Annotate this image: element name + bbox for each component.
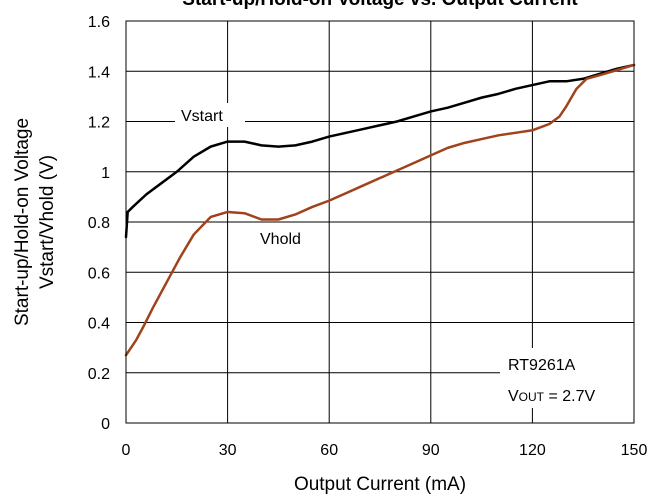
y-tick-label: 1.4 bbox=[88, 64, 110, 81]
x-tick-labels: 0 30 60 90 120 150 bbox=[122, 442, 648, 459]
vout-text: VOUT = 2.7V bbox=[508, 388, 595, 405]
y-tick-label: 0.8 bbox=[88, 215, 110, 232]
y-tick-label: 1.2 bbox=[88, 115, 110, 132]
vstart-annotation: Vstart bbox=[181, 108, 223, 125]
x-tick-label: 120 bbox=[519, 442, 546, 459]
vstart-label-bg bbox=[175, 103, 245, 127]
vout-value: = 2.7V bbox=[544, 388, 595, 405]
x-tick-label: 0 bbox=[122, 442, 131, 459]
y-axis-label-line2: Vstart/Vhold (V) bbox=[37, 155, 58, 289]
x-tick-label: 150 bbox=[621, 442, 648, 459]
y-tick-label: 0.6 bbox=[88, 265, 110, 282]
x-tick-label: 60 bbox=[320, 442, 338, 459]
series-line-vstart bbox=[124, 63, 636, 239]
y-tick-label: 0.2 bbox=[88, 366, 110, 383]
vout-subscript: OUT bbox=[519, 390, 545, 404]
x-tick-label: 90 bbox=[422, 442, 440, 459]
grid bbox=[126, 21, 634, 423]
y-tick-label: 0.4 bbox=[88, 316, 110, 333]
info-box-bg bbox=[500, 348, 634, 408]
y-axis-label-line1: Start-up/Hold-on Voltage bbox=[12, 118, 33, 326]
plot-frame bbox=[125, 20, 635, 424]
y-tick-label: 1 bbox=[101, 165, 110, 182]
x-tick-label: 30 bbox=[219, 442, 237, 459]
y-tick-label: 0 bbox=[101, 416, 110, 433]
chart-title: Start-up/Hold-on Voltage vs. Output Curr… bbox=[182, 0, 578, 10]
y-tick-label: 1.6 bbox=[88, 14, 110, 31]
vhold-annotation: Vhold bbox=[260, 231, 301, 248]
vout-prefix: V bbox=[508, 388, 519, 405]
series-line-vhold bbox=[124, 63, 636, 357]
vhold-label-bg bbox=[254, 226, 320, 250]
series-layer bbox=[124, 63, 636, 357]
y-tick-labels: 0 0.2 0.4 0.6 0.8 1 1.2 1.4 1.6 bbox=[88, 14, 110, 433]
x-axis-label: Output Current (mA) bbox=[294, 474, 466, 495]
part-number-text: RT9261A bbox=[508, 357, 576, 374]
